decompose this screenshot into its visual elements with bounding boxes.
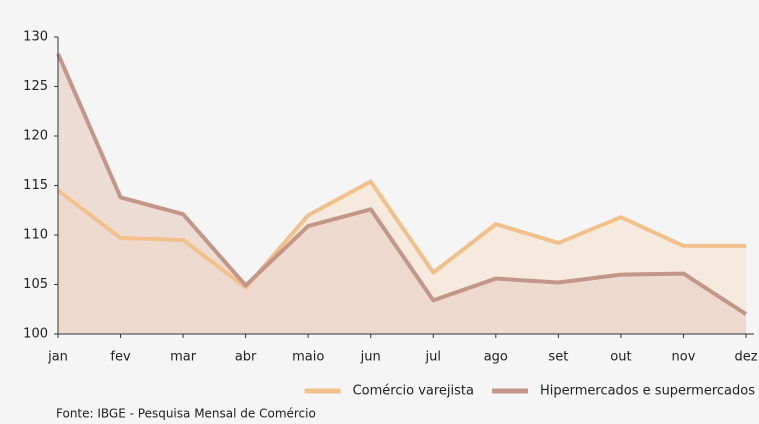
x-tick-label: set — [548, 350, 568, 365]
y-tick-label: 115 — [23, 178, 48, 193]
y-tick-label: 105 — [23, 277, 48, 292]
y-tick-label: 125 — [23, 79, 48, 94]
x-tick-label: fev — [110, 350, 131, 365]
x-tick-label: nov — [672, 350, 696, 365]
y-tick-label: 100 — [23, 327, 48, 342]
line — [56, 179, 746, 290]
line — [56, 53, 748, 316]
x-tick-label: abr — [235, 350, 257, 365]
y-tick-label: 110 — [23, 228, 48, 243]
x-tick-label: jan — [47, 350, 68, 365]
y-tick-label: 120 — [23, 129, 48, 144]
x-tick-label: jul — [425, 350, 441, 365]
source-note: Fonte: IBGE - Pesquisa Mensal de Comérci… — [56, 407, 316, 421]
x-tick-label: dez — [734, 350, 757, 365]
x-tick-label: out — [610, 350, 631, 365]
x-tick-label: ago — [484, 350, 508, 365]
y-tick-label: 130 — [23, 30, 48, 45]
x-tick-label: maio — [292, 350, 324, 365]
legend-label: Hipermercados e supermercados — [540, 384, 755, 399]
legend-label: Comércio varejista — [353, 384, 474, 399]
x-tick-label: mar — [170, 350, 197, 365]
area — [58, 53, 746, 334]
x-tick-label: jun — [360, 350, 381, 365]
